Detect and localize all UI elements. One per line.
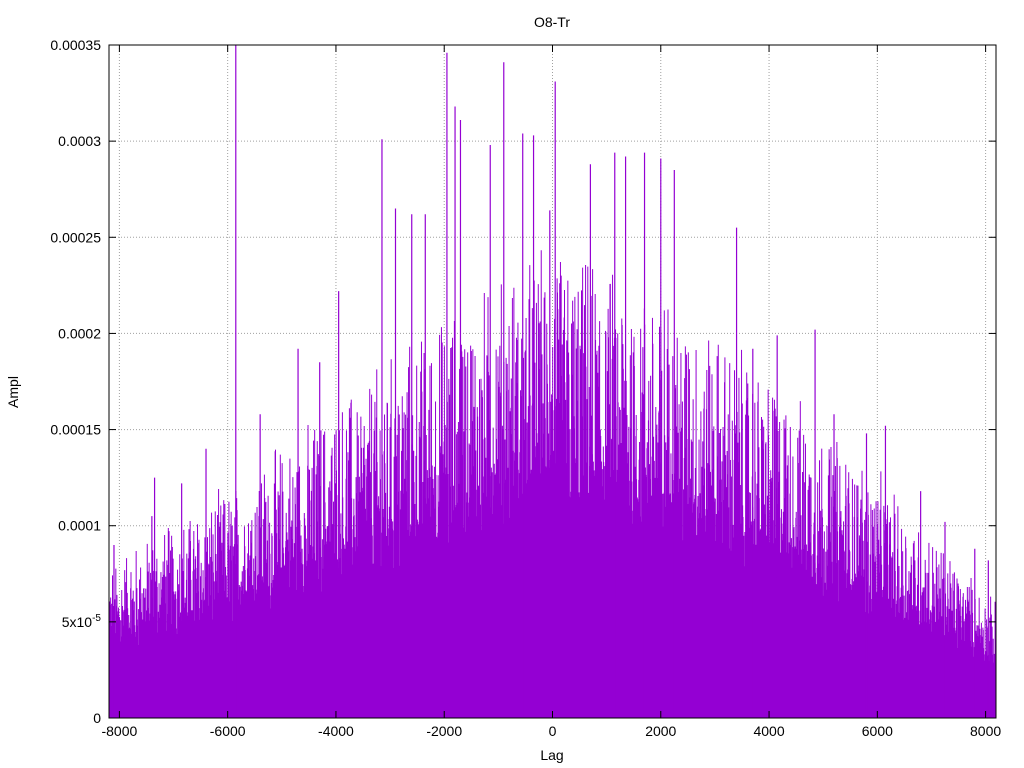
data-bars [108, 45, 997, 718]
x-tick-label: -4000 [318, 723, 354, 739]
x-tick-label: 0 [549, 723, 557, 739]
y-tick-label: 0.0002 [58, 325, 101, 341]
axis-ticks [109, 44, 996, 719]
bar-core-area [109, 521, 996, 718]
y-tick-label: 5x10-5 [62, 613, 102, 630]
y-tick-label: 0.00025 [50, 229, 101, 245]
x-tick-label: 4000 [753, 723, 784, 739]
x-tick-labels: -8000 -6000 -4000 -2000 0 2000 4000 6000 8000 [101, 723, 1001, 739]
y-tick-labels: 0 5x10-5 0.0001 0.00015 0.0002 0.00025 0.0003 0… [50, 37, 101, 726]
y-tick-label: 0.0003 [58, 133, 101, 149]
y-tick-label: 0.00015 [50, 422, 101, 438]
y-tick-label: 0 [93, 710, 101, 726]
y-tick-label: 0.00035 [50, 37, 101, 53]
y-axis-label: Ampl [5, 376, 21, 408]
x-tick-label: 2000 [645, 723, 676, 739]
x-tick-label: -6000 [210, 723, 246, 739]
x-tick-label: 8000 [970, 723, 1001, 739]
x-axis-label: Lag [540, 747, 563, 763]
x-tick-label: -8000 [101, 723, 137, 739]
x-tick-label: 6000 [862, 723, 893, 739]
y-tick-label: 0.0001 [58, 518, 101, 534]
x-tick-label: -2000 [426, 723, 462, 739]
chart-title: O8-Tr [534, 14, 570, 30]
